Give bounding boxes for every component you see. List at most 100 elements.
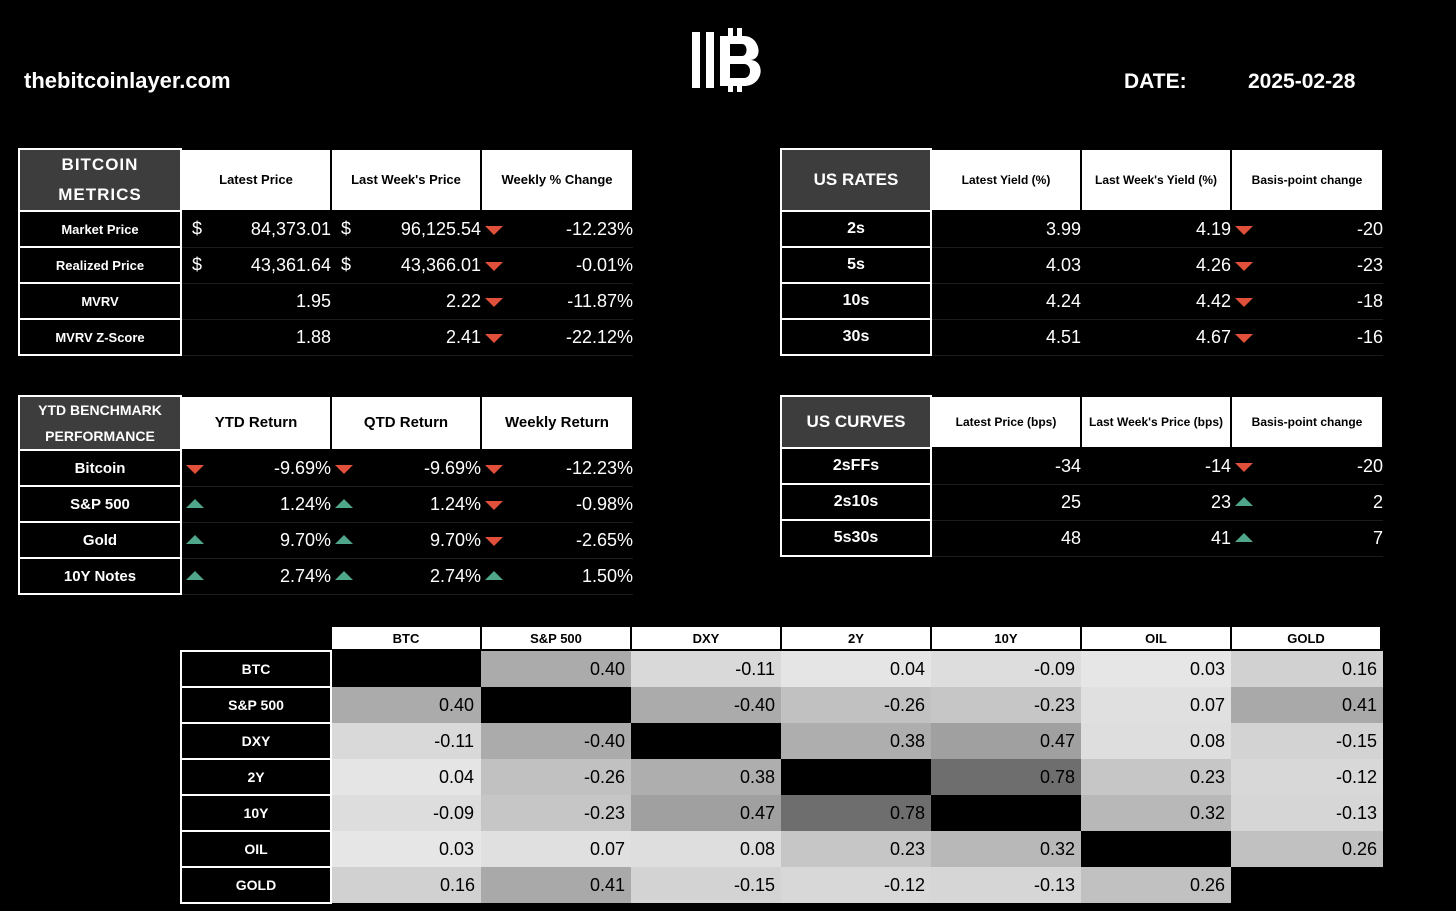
up-arrow-icon <box>1235 533 1253 542</box>
correlation-cell: -0.15 <box>631 867 781 903</box>
correlation-cell: 0.32 <box>1081 795 1231 831</box>
header-bp-change-curves: Basis-point change <box>1230 395 1384 449</box>
correlation-cell <box>781 759 931 795</box>
down-arrow-icon <box>485 465 503 475</box>
row-label: Market Price <box>18 210 182 248</box>
correlation-cell: 0.07 <box>1081 687 1231 723</box>
latest-yield-value: 4.03 <box>1045 254 1081 275</box>
correlation-cell: -0.11 <box>331 723 481 759</box>
up-arrow-icon <box>485 571 503 580</box>
table-row: DXY -0.11 -0.40 0.38 0.47 0.08 -0.15 <box>180 722 1383 760</box>
up-arrow-icon <box>335 535 353 544</box>
row-label: DXY <box>180 722 332 760</box>
latest-price-value: 1.88 <box>295 326 331 347</box>
latest-price-value: 1.95 <box>295 290 331 311</box>
bp-change-value: -23 <box>1356 254 1383 275</box>
weekly-return: -2.65% <box>481 522 633 559</box>
weekly-return-value: -2.65% <box>575 529 633 550</box>
correlation-cell: 0.78 <box>931 759 1081 795</box>
correlation-cell: -0.11 <box>631 651 781 687</box>
table-row: 10Y -0.09 -0.23 0.47 0.78 0.32 -0.13 <box>180 794 1383 832</box>
weekly-change: -11.87% <box>481 283 633 320</box>
latest-price: 1.88 <box>181 319 331 356</box>
row-label: 30s <box>780 318 932 356</box>
date-label: DATE: <box>1124 70 1187 93</box>
header-last-week-price-bps: Last Week's Price (bps) <box>1080 395 1232 449</box>
dollar-sign: $ <box>192 254 203 275</box>
header-latest-price-bps: Latest Price (bps) <box>930 395 1082 449</box>
latest-yield-value: 4.51 <box>1045 326 1081 347</box>
latest-yield: 4.24 <box>931 283 1081 320</box>
down-arrow-icon <box>485 501 503 510</box>
weekly-change: -0.01% <box>481 247 633 284</box>
latest-price-value: 43,361.64 <box>250 254 331 275</box>
table-row: S&P 500 1.24% 1.24% -0.98% <box>18 485 633 523</box>
row-label: MVRV <box>18 282 182 320</box>
qtd-return: 1.24% <box>331 486 481 523</box>
last-week-yield: 4.26 <box>1081 247 1231 284</box>
correlation-cell: 0.78 <box>781 795 931 831</box>
down-arrow-icon <box>485 226 503 236</box>
ytd-return: -9.69% <box>181 450 331 487</box>
latest-price-bps-value: -34 <box>1054 455 1081 476</box>
bp-change: -20 <box>1231 448 1383 485</box>
down-arrow-icon <box>485 262 503 271</box>
correlation-header: BTC S&P 500 DXY 2Y 10Y OIL GOLD <box>330 625 1382 651</box>
ytd-return-value: 2.74% <box>279 565 331 586</box>
row-label: MVRV Z-Score <box>18 318 182 356</box>
row-label: BTC <box>180 650 332 688</box>
correlation-cell: 0.16 <box>331 867 481 903</box>
table-row: 10s 4.24 4.42 -18 <box>780 282 1383 320</box>
correlation-cell: 0.32 <box>931 831 1081 867</box>
column-header: 2Y <box>780 625 932 651</box>
last-week-price: 43,366.01 $ <box>331 247 481 284</box>
table-row: 2s 3.99 4.19 -20 <box>780 210 1383 248</box>
row-label: 2s <box>780 210 932 248</box>
latest-yield-value: 4.24 <box>1045 290 1081 311</box>
correlation-cell: 0.40 <box>331 687 481 723</box>
latest-price-bps-value: 25 <box>1060 491 1081 512</box>
ytd-return-value: -9.69% <box>273 457 331 478</box>
qtd-return-value: 1.24% <box>429 493 481 514</box>
correlation-cell: -0.23 <box>931 687 1081 723</box>
row-label: 5s30s <box>780 519 932 557</box>
header-weekly-change: Weekly % Change <box>480 148 634 212</box>
column-header: BTC <box>330 625 482 651</box>
column-header: OIL <box>1080 625 1232 651</box>
down-arrow-icon <box>1235 463 1253 473</box>
correlation-cell: 0.23 <box>1081 759 1231 795</box>
weekly-return: -0.98% <box>481 486 633 523</box>
header-last-week-price: Last Week's Price <box>330 148 482 212</box>
us-rates-table: US RATES Latest Yield (%) Last Week's Yi… <box>780 148 1384 356</box>
header-weekly-return: Weekly Return <box>480 395 634 451</box>
bp-change-value: -16 <box>1356 326 1383 347</box>
ytd-benchmark-table: YTD BENCHMARK PERFORMANCE YTD Return QTD… <box>18 395 634 595</box>
correlation-cell: -0.26 <box>781 687 931 723</box>
down-arrow-icon <box>186 465 204 475</box>
down-arrow-icon <box>1235 262 1253 271</box>
up-arrow-icon <box>186 571 204 580</box>
date-value: 2025-02-28 <box>1248 70 1356 93</box>
correlation-cell: -0.23 <box>481 795 631 831</box>
last-week-yield: 4.42 <box>1081 283 1231 320</box>
weekly-return: -12.23% <box>481 450 633 487</box>
us-rates-title: US RATES <box>780 148 932 212</box>
header-bp-change: Basis-point change <box>1230 148 1384 212</box>
bp-change-value: -18 <box>1356 290 1383 311</box>
bp-change-value: -20 <box>1356 218 1383 239</box>
table-row: 2s10s 25 23 2 <box>780 483 1383 521</box>
dollar-sign: $ <box>192 218 203 239</box>
dollar-sign: $ <box>341 254 352 275</box>
table-row: 2sFFs -34 -14 -20 <box>780 447 1383 485</box>
row-label: 10Y Notes <box>18 557 182 595</box>
ytd-return-value: 9.70% <box>279 529 331 550</box>
row-label: GOLD <box>180 866 332 904</box>
down-arrow-icon <box>485 298 503 307</box>
table-row: 30s 4.51 4.67 -16 <box>780 318 1383 356</box>
last-week-price: 2.41 <box>331 319 481 356</box>
latest-price: 1.95 <box>181 283 331 320</box>
correlation-cell: 0.41 <box>481 867 631 903</box>
last-week-price-bps: 41 <box>1081 520 1231 557</box>
correlation-cell <box>331 651 481 687</box>
latest-price-bps: 25 <box>931 484 1081 521</box>
